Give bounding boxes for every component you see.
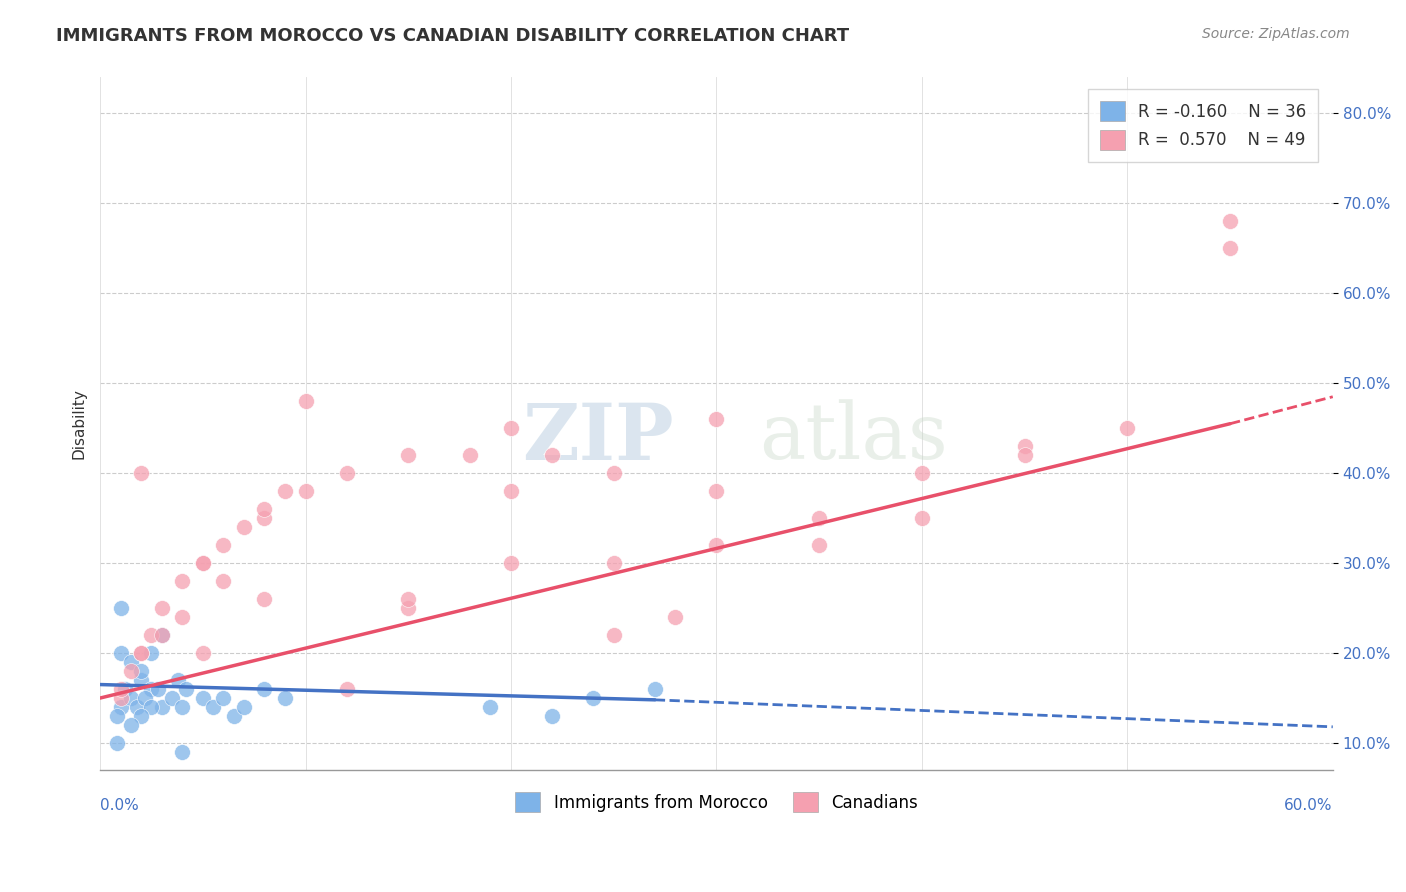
Point (1219, 241, 1241, 255)
Point (706, 484, 728, 499)
Point (274, 484, 297, 499)
Point (202, 700, 225, 714)
Point (479, 700, 502, 714)
Point (172, 745, 194, 759)
Point (911, 466, 934, 480)
Point (603, 556, 626, 570)
Point (1014, 439, 1036, 453)
Point (120, 664, 142, 678)
Point (336, 681, 359, 696)
Point (1014, 448, 1036, 462)
Point (603, 628, 626, 642)
Point (1219, 214, 1241, 228)
Point (129, 664, 152, 678)
Point (150, 700, 173, 714)
Point (582, 691, 605, 706)
Point (232, 700, 254, 714)
Point (129, 709, 152, 723)
Point (129, 466, 152, 480)
Point (141, 681, 163, 696)
Point (253, 502, 276, 516)
Point (176, 681, 198, 696)
Point (222, 709, 245, 723)
Point (541, 709, 564, 723)
Point (1116, 421, 1139, 435)
Point (294, 394, 316, 409)
Point (150, 601, 173, 615)
Point (110, 681, 132, 696)
Point (110, 700, 132, 714)
Point (172, 610, 194, 624)
Point (129, 646, 152, 660)
Point (212, 538, 235, 552)
Point (232, 520, 254, 534)
Point (808, 538, 831, 552)
Point (120, 691, 142, 706)
Point (150, 628, 173, 642)
Point (541, 448, 564, 462)
Point (160, 691, 183, 706)
Point (191, 691, 214, 706)
Point (294, 484, 316, 499)
Point (120, 718, 142, 732)
Point (396, 601, 419, 615)
Point (167, 673, 190, 687)
Point (150, 628, 173, 642)
Point (706, 412, 728, 426)
Text: 60.0%: 60.0% (1284, 798, 1333, 814)
Legend: Immigrants from Morocco, Canadians: Immigrants from Morocco, Canadians (503, 780, 929, 824)
Point (110, 691, 132, 706)
Y-axis label: Disability: Disability (72, 388, 86, 459)
Point (127, 700, 149, 714)
Point (336, 466, 359, 480)
Point (808, 511, 831, 525)
Point (191, 556, 214, 570)
Point (129, 646, 152, 660)
Point (274, 691, 297, 706)
Point (105, 736, 128, 750)
Point (141, 646, 163, 660)
Point (114, 681, 136, 696)
Text: atlas: atlas (759, 400, 948, 475)
Point (191, 646, 214, 660)
Point (141, 700, 163, 714)
Point (664, 610, 686, 624)
Point (499, 484, 522, 499)
Point (120, 655, 142, 669)
Text: 0.0%: 0.0% (100, 798, 139, 814)
Point (146, 681, 169, 696)
Point (396, 448, 419, 462)
Point (172, 700, 194, 714)
Point (253, 681, 276, 696)
Point (644, 681, 666, 696)
Point (458, 448, 481, 462)
Point (134, 691, 156, 706)
Point (141, 628, 163, 642)
Point (172, 574, 194, 588)
Point (253, 511, 276, 525)
Point (499, 556, 522, 570)
Text: Source: ZipAtlas.com: Source: ZipAtlas.com (1202, 27, 1350, 41)
Point (105, 709, 128, 723)
Point (396, 592, 419, 607)
Point (212, 574, 235, 588)
Point (253, 592, 276, 607)
Text: IMMIGRANTS FROM MOROCCO VS CANADIAN DISABILITY CORRELATION CHART: IMMIGRANTS FROM MOROCCO VS CANADIAN DISA… (56, 27, 849, 45)
Point (191, 556, 214, 570)
Point (212, 691, 235, 706)
Point (706, 538, 728, 552)
Point (499, 421, 522, 435)
Point (911, 511, 934, 525)
Point (110, 601, 132, 615)
Point (110, 646, 132, 660)
Point (129, 673, 152, 687)
Point (603, 466, 626, 480)
Text: ZIP: ZIP (522, 400, 673, 475)
